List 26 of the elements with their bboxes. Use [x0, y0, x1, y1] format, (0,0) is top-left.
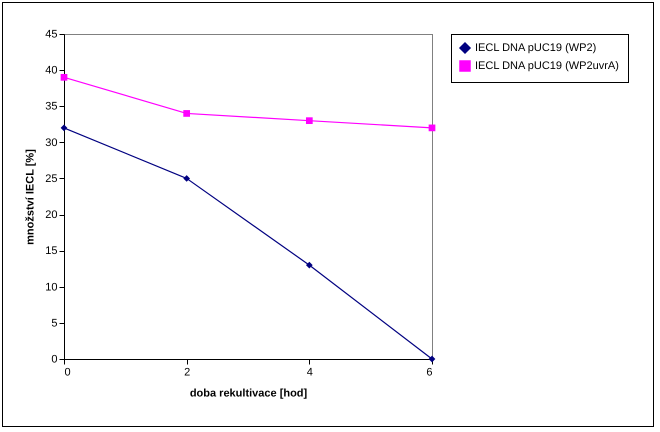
y-tick-label: 15 [45, 245, 58, 258]
legend-label: IECL DNA pUC19 (WP2) [475, 42, 596, 54]
point [306, 117, 313, 124]
y-tick-label: 35 [45, 100, 58, 113]
x-tick-label: 6 [426, 366, 432, 378]
x-tick-label: 0 [64, 366, 71, 378]
point [428, 124, 436, 132]
point [60, 124, 68, 132]
x-tick-label: 4 [306, 366, 313, 378]
x-axis-title: doba rekultivace [hod] [190, 388, 308, 400]
y-tick-label: 45 [45, 28, 58, 40]
y-axis-title: množství IECL [%] [24, 148, 36, 245]
point [183, 110, 190, 117]
y-tick-label: 30 [45, 136, 58, 149]
point [60, 74, 68, 81]
point [183, 175, 190, 182]
point [306, 262, 313, 268]
y-tick-label: 40 [45, 64, 58, 77]
y-tick-label: 25 [45, 172, 58, 185]
y-tick-label: 10 [45, 281, 58, 294]
y-tick-label: 5 [51, 317, 58, 330]
y-tick-label: 20 [45, 209, 58, 222]
y-tick-label: 0 [51, 354, 58, 366]
point [428, 356, 436, 362]
legend-label: IECL DNA pUC19 (WP2uvrA) [475, 60, 619, 72]
x-tick-label: 2 [184, 366, 190, 378]
